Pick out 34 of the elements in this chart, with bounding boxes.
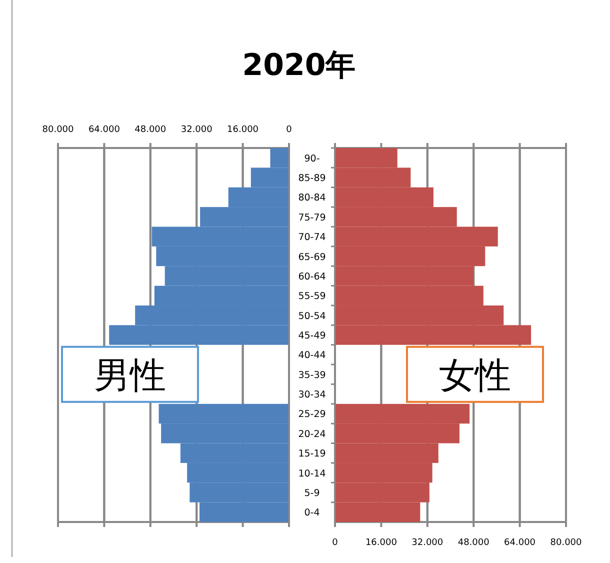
y-tick-label: 70-74 bbox=[298, 232, 326, 244]
y-tick-label: 85-89 bbox=[298, 173, 326, 184]
x-tick-label: 48.000 bbox=[458, 538, 490, 548]
x-tick-label: 0 bbox=[286, 125, 292, 135]
chart-title: 2020年 bbox=[242, 48, 356, 83]
y-tick-label: 50-54 bbox=[298, 310, 326, 322]
x-tick-label: 16.000 bbox=[365, 538, 398, 548]
y-tick-label: 40-44 bbox=[298, 350, 326, 362]
y-tick-label: 75-79 bbox=[298, 212, 326, 224]
x-tick-label: 32.000 bbox=[180, 125, 213, 135]
y-tick-label: 35-39 bbox=[298, 370, 326, 381]
x-tick-label: 80.000 bbox=[550, 538, 582, 548]
series-label: 女性 bbox=[439, 355, 511, 396]
y-tick-label: 15-19 bbox=[298, 448, 326, 460]
y-tick-label: 30-34 bbox=[298, 390, 326, 401]
y-tick-label: 60-64 bbox=[298, 271, 326, 282]
y-tick-label: 0-4 bbox=[304, 508, 320, 519]
x-tick-label: 16.000 bbox=[227, 125, 259, 135]
y-tick-label: 5-9 bbox=[304, 488, 320, 499]
x-tick-label: 80.000 bbox=[42, 125, 74, 135]
x-tick-label: 64.000 bbox=[504, 538, 536, 548]
y-tick-label: 55-59 bbox=[298, 291, 326, 302]
y-tick-label: 20-24 bbox=[298, 428, 326, 440]
x-tick-label: 0 bbox=[332, 538, 338, 548]
y-tick-label: 90- bbox=[304, 153, 320, 164]
y-tick-label: 65-69 bbox=[298, 252, 326, 263]
y-tick-label: 80-84 bbox=[298, 192, 326, 204]
y-tick-label: 10-14 bbox=[298, 468, 326, 480]
x-tick-label: 64.000 bbox=[88, 125, 120, 135]
y-tick-label: 45-49 bbox=[298, 330, 326, 342]
series-label: 男性 bbox=[94, 355, 166, 396]
x-tick-label: 48.000 bbox=[134, 125, 166, 135]
x-tick-label: 32.000 bbox=[412, 538, 444, 548]
y-tick-label: 25-29 bbox=[298, 409, 326, 420]
